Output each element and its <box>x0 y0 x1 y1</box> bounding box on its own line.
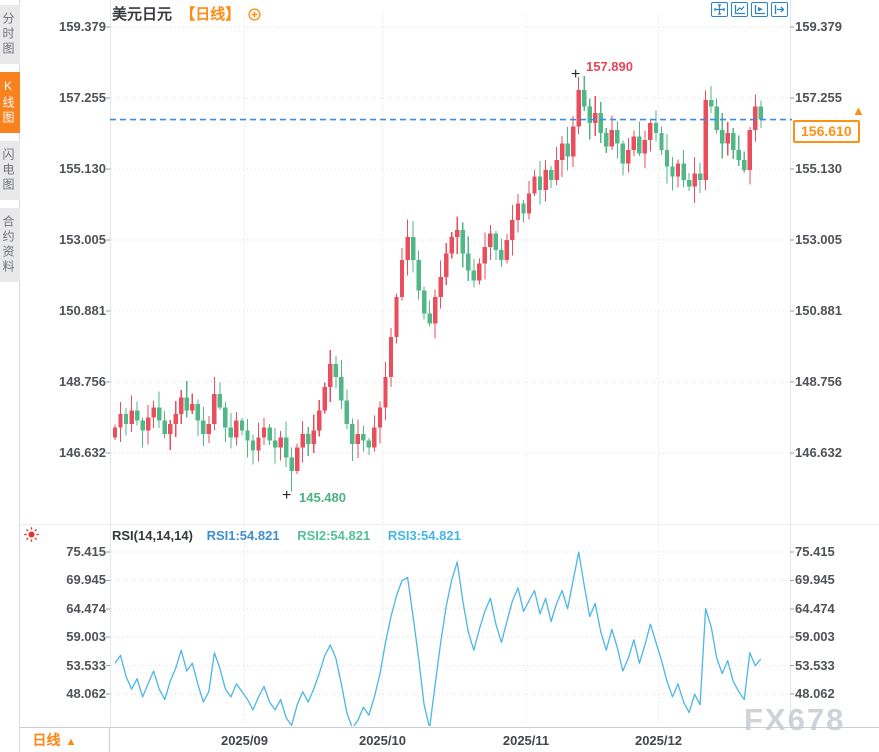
rsi3-value: RSI3:54.821 <box>387 528 461 543</box>
price-axis-label: 159.379 <box>795 19 842 34</box>
indicator-settings-icon[interactable] <box>23 526 40 548</box>
chart-title: 美元日元 【日线】 <box>112 3 261 25</box>
rsi-axis-label: 75.415 <box>795 544 835 559</box>
price-axis-label: 150.881 <box>795 303 842 318</box>
chart-type-sidebar: 分时图 K线图 闪电图 合约资料 <box>0 0 20 752</box>
period-tag: 【日线】 <box>180 6 241 23</box>
rsi-axis-label: 75.415 <box>66 544 106 559</box>
rsi1-value: RSI1:54.821 <box>206 528 280 543</box>
crosshair-icon[interactable] <box>711 2 728 17</box>
price-axis-label: 146.632 <box>795 445 842 460</box>
high-marker-cross: + <box>571 66 581 83</box>
add-indicator-icon[interactable] <box>248 8 261 25</box>
price-axis-label: 153.005 <box>59 232 106 248</box>
price-axis-label: 155.130 <box>59 161 106 176</box>
price-axis-label: 148.756 <box>795 374 842 390</box>
low-marker-label: 145.480 <box>299 490 346 505</box>
rsi2-value: RSI2:54.821 <box>297 528 371 543</box>
sidebar-item-lightning-chart[interactable]: 闪电图 <box>0 141 20 200</box>
price-up-arrow-icon: ▲ <box>852 103 865 118</box>
x-axis-month-label: 2025/09 <box>220 733 268 748</box>
axis-line-chart-icon[interactable] <box>731 2 748 17</box>
rsi-axis-label: 59.003 <box>795 629 835 645</box>
symbol-name: 美元日元 <box>112 6 173 23</box>
price-axis-label: 159.379 <box>59 19 106 34</box>
sidebar-item-time-chart[interactable]: 分时图 <box>0 5 20 64</box>
last-price-badge: 156.610 <box>793 120 860 143</box>
rsi-axis-label: 64.474 <box>66 600 106 616</box>
panel-separator <box>20 524 879 525</box>
price-axis-label: 150.881 <box>59 303 106 318</box>
price-axis-label: 148.756 <box>59 374 106 390</box>
rsi-axis-label: 53.533 <box>795 657 835 673</box>
rsi-axis-label: 48.062 <box>795 686 835 701</box>
rsi-header: RSI(14,14,14) RSI1:54.821 RSI2:54.821 RS… <box>112 528 475 543</box>
sidebar-item-candle-chart[interactable]: K线图 <box>0 72 20 133</box>
x-axis-row: 日线 ▲ <box>0 727 879 752</box>
rsi-axis-label: 64.474 <box>795 600 835 616</box>
rsi-axis-label: 69.945 <box>795 572 835 588</box>
chart-toolbar <box>711 2 788 17</box>
x-axis-month-label: 2025/11 <box>502 733 550 748</box>
rsi-axis-label: 53.533 <box>66 657 106 673</box>
left-axis-border <box>110 0 111 727</box>
price-axis-label: 153.005 <box>795 232 842 248</box>
price-axis-label: 157.255 <box>795 89 842 105</box>
right-axis-border <box>790 0 791 727</box>
chevron-up-icon: ▲ <box>65 736 77 748</box>
rsi-title: RSI(14,14,14) <box>112 528 193 543</box>
price-axis-label: 157.255 <box>59 89 106 105</box>
rsi-axis-label: 48.062 <box>66 686 106 701</box>
x-axis-month-label: 2025/10 <box>358 733 406 748</box>
x-axis-month-label: 2025/12 <box>634 733 682 748</box>
axis-play-icon[interactable] <box>751 2 768 17</box>
low-marker-cross: + <box>282 487 292 504</box>
rsi-axis-label: 69.945 <box>66 572 106 588</box>
price-axis-label: 155.130 <box>795 161 842 176</box>
rsi-axis-label: 59.003 <box>66 629 106 645</box>
pan-right-icon[interactable] <box>771 2 788 17</box>
period-selector[interactable]: 日线 ▲ <box>0 728 110 752</box>
high-marker-label: 157.890 <box>586 59 633 74</box>
period-selector-label: 日线 <box>32 732 61 748</box>
price-axis-label: 146.632 <box>59 445 106 460</box>
watermark: FX678 <box>744 702 846 737</box>
sidebar-item-contract-info[interactable]: 合约资料 <box>0 208 20 282</box>
